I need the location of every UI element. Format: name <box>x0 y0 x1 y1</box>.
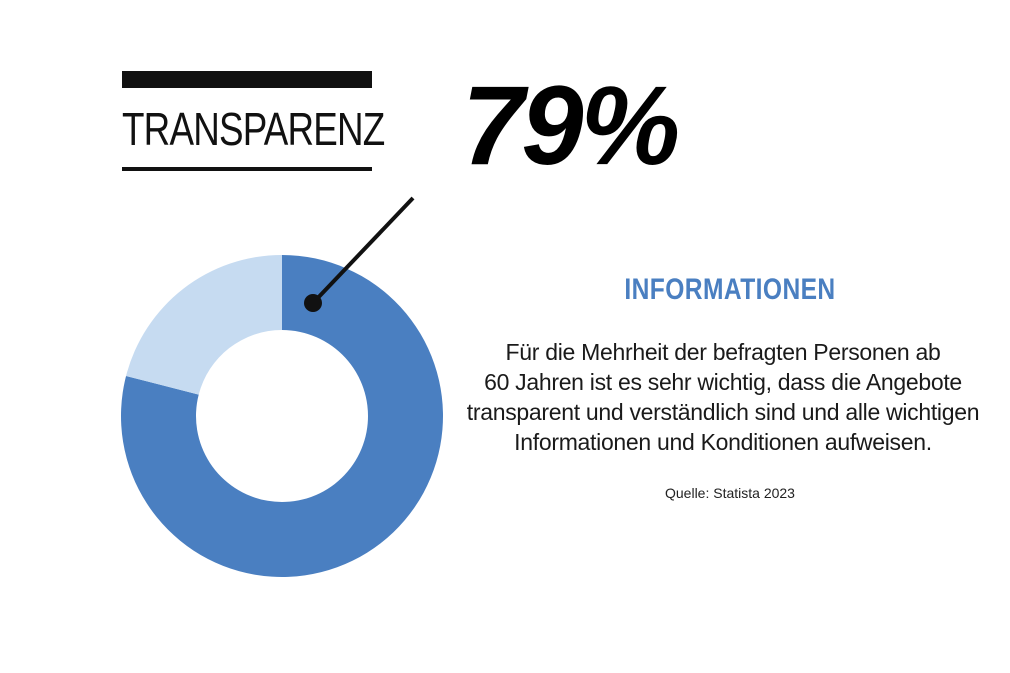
info-body-line: 60 Jahren ist es sehr wichtig, dass die … <box>484 369 962 395</box>
title-bar-top <box>122 71 372 88</box>
info-body-line: transparent und verständlich sind und al… <box>466 399 980 425</box>
callout-dot <box>304 294 322 312</box>
info-body-line: Für die Mehrheit der befragten Personen … <box>505 339 941 365</box>
donut-slice-0 <box>121 255 444 577</box>
info-heading: INFORMATIONEN <box>624 273 836 306</box>
donut-slice-1 <box>126 254 283 395</box>
highlight-percentage: 79% <box>462 63 680 188</box>
callout-line <box>311 196 415 305</box>
info-body-line: Informationen und Konditionen aufweisen. <box>514 429 932 455</box>
donut-slices <box>121 254 444 577</box>
source-note: Quelle: Statista 2023 <box>665 485 795 501</box>
title-block: TRANSPARENZ <box>122 71 385 172</box>
title-bar-bottom <box>122 167 372 171</box>
info-body: Für die Mehrheit der befragten Personen … <box>440 337 1006 457</box>
